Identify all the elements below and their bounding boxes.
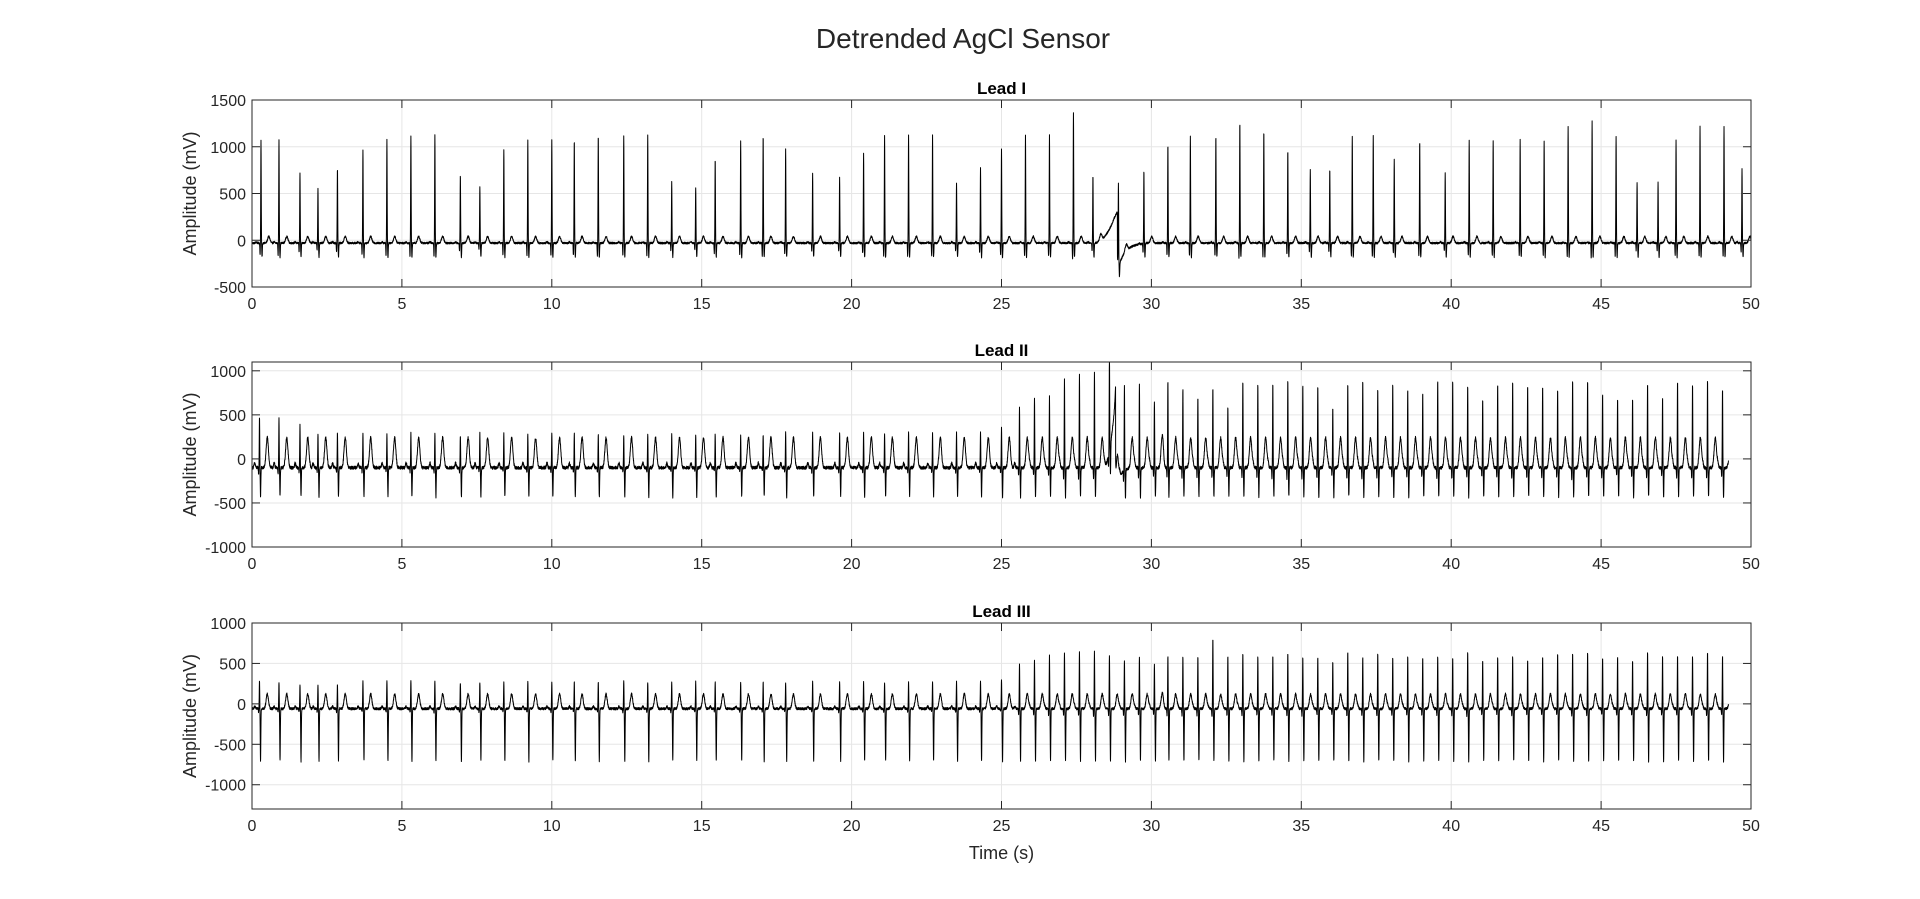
axes-container: 0 5 10 15 20 25 30 35 40 45 50-500050010001500Lead…	[180, 79, 1760, 863]
lead-i-y-tick-label: 1000	[210, 140, 246, 157]
lead-i-x-tick-label: 40	[1442, 296, 1460, 313]
lead-ii-x-tick-label: 20	[843, 556, 861, 573]
lead-ii-x-tick-label: 10	[543, 556, 561, 573]
lead-ii-x-tick-label: 50	[1742, 556, 1760, 573]
lead-iii-x-tick-label: 15	[693, 818, 711, 835]
lead-ii-x-tick-label: 35	[1292, 556, 1310, 573]
lead-i-x-tick-label: 50	[1742, 296, 1760, 313]
lead-i-x-tick-label: 30	[1143, 296, 1161, 313]
lead-iii-axes: 0 5 10 15 20 25 30 35 40 45 50 -1000 -500 0 500 1000 Lea…	[180, 602, 1760, 863]
lead-iii-x-tick-label: 25	[993, 818, 1011, 835]
lead-i-y-tick-label: 0	[237, 233, 246, 250]
figure-title: Detrended AgCl Sensor	[816, 23, 1110, 54]
lead-ii-x-tick-label: 0	[248, 556, 257, 573]
lead-ii-x-tick-label: 40	[1442, 556, 1460, 573]
lead-iii-x-tick-label: 50	[1742, 818, 1760, 835]
lead-ii-x-tick-label: 5	[397, 556, 406, 573]
lead-iii-x-tick-label: 10	[543, 818, 561, 835]
lead-iii-signal-line	[251, 639, 1729, 763]
lead-i-y-tick-label: 500	[219, 187, 246, 204]
lead-i-x-tick-label: 10	[543, 296, 561, 313]
lead-ii-axes: 0 5 10 15 20 25 30 35 40 45 50 -1000 -500 0 500 1000 Lea…	[180, 341, 1760, 573]
lead-iii-x-tick-label: 40	[1442, 818, 1460, 835]
lead-i-y-tick-label: -500	[214, 280, 246, 297]
lead-iii-x-tick-label: 0	[248, 818, 257, 835]
lead-ii-y-tick-label: 0	[237, 452, 246, 469]
lead-iii-title: Lead III	[972, 602, 1031, 621]
lead-i-x-tick-label: 15	[693, 296, 711, 313]
lead-iii-y-tick-label: -1000	[205, 778, 246, 795]
lead-iii-x-axis-label: Time (s)	[969, 843, 1034, 863]
lead-i-y-tick-label: 1500	[210, 93, 246, 110]
lead-iii-x-tick-label: 30	[1143, 818, 1161, 835]
lead-ii-y-tick-label: -1000	[205, 540, 246, 557]
lead-ii-x-tick-label: 15	[693, 556, 711, 573]
lead-iii-y-axis-label: Amplitude (mV)	[180, 654, 200, 778]
lead-iii-y-tick-label: -500	[214, 737, 246, 754]
lead-i-x-tick-label: 20	[843, 296, 861, 313]
lead-ii-y-axis-label: Amplitude (mV)	[180, 392, 200, 516]
lead-i-x-tick-label: 45	[1592, 296, 1610, 313]
lead-iii-y-tick-label: 1000	[210, 616, 246, 633]
lead-i-signal-line	[251, 112, 1752, 278]
lead-ii-y-tick-label: -500	[214, 496, 246, 513]
lead-iii-x-tick-label: 45	[1592, 818, 1610, 835]
lead-iii-x-tick-label: 35	[1292, 818, 1310, 835]
lead-iii-x-tick-label: 5	[397, 818, 406, 835]
lead-iii-y-tick-label: 500	[219, 656, 246, 673]
lead-i-y-axis-label: Amplitude (mV)	[180, 131, 200, 255]
lead-i-title: Lead I	[977, 79, 1026, 98]
lead-iii-x-tick-label: 20	[843, 818, 861, 835]
lead-i-x-tick-label: 5	[397, 296, 406, 313]
lead-ii-x-tick-label: 30	[1143, 556, 1161, 573]
lead-iii-y-tick-label: 0	[237, 697, 246, 714]
lead-i-axes: 0 5 10 15 20 25 30 35 40 45 50-500050010001500Lead…	[180, 79, 1760, 313]
lead-i-x-tick-label: 25	[993, 296, 1011, 313]
lead-ii-y-tick-label: 500	[219, 408, 246, 425]
lead-i-x-tick-label: 35	[1292, 296, 1310, 313]
lead-ii-y-tick-label: 1000	[210, 364, 246, 381]
lead-ii-title: Lead II	[975, 341, 1029, 360]
lead-ii-x-tick-label: 45	[1592, 556, 1610, 573]
lead-ii-x-tick-label: 25	[993, 556, 1011, 573]
lead-ii-signal-line	[251, 361, 1729, 499]
lead-i-x-tick-label: 0	[248, 296, 257, 313]
